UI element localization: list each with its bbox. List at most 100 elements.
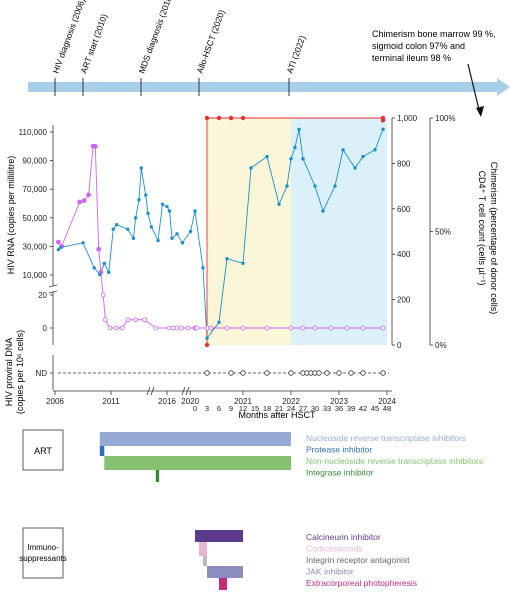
right-axis-tick-label: 600	[397, 205, 411, 214]
proviral-axis-tick-label: ND	[35, 369, 47, 378]
cd4-point	[353, 166, 357, 170]
cd4-point	[81, 241, 85, 245]
hiv-rna-point	[328, 325, 334, 331]
cd4-point	[126, 227, 130, 231]
x-month-tick-label: 39	[347, 404, 355, 413]
hiv-rna-point	[103, 317, 108, 323]
cd4-point	[373, 148, 377, 152]
hiv-rna-point	[107, 325, 113, 331]
hiv-rna-point	[133, 317, 139, 323]
x-axis-break	[181, 386, 186, 396]
proviral-point	[380, 370, 386, 376]
cd4-point	[265, 154, 269, 159]
timeline-arrow	[28, 78, 510, 96]
main-chart: 110,00090,00070,00050,00030,00010,000200…	[19, 114, 456, 413]
x-axis-break	[185, 386, 190, 396]
proviral-point	[264, 370, 270, 376]
hiv-rna-point	[170, 325, 176, 331]
immuno-group-label-1: Immuno-	[27, 543, 59, 552]
proviral-point	[360, 370, 366, 376]
chimerism-point	[380, 118, 386, 123]
hiv-rna-point	[179, 325, 184, 331]
treatment-legend-label: JAK inhibitor	[306, 567, 354, 577]
hiv-rna-point	[224, 325, 230, 331]
cd4-point	[321, 209, 325, 213]
immuno-group-label-2: suppressants	[19, 554, 67, 563]
cd4-point	[149, 225, 154, 229]
x-month-tick-label: 36	[335, 404, 343, 413]
treatment-bar	[219, 578, 227, 590]
x-month-tick-label: 48	[383, 404, 391, 413]
cd4-point	[102, 261, 106, 265]
cd4-point	[297, 127, 301, 132]
x-year-tick-label: 2020	[181, 397, 199, 406]
treatment-bar	[199, 542, 207, 556]
cd4-point	[188, 229, 193, 234]
cd4-point	[313, 184, 317, 188]
cd4-point	[111, 227, 115, 231]
cd4-point	[167, 209, 172, 213]
right-axis-tick-label: 400	[397, 250, 411, 259]
treatment-bar	[99, 446, 105, 456]
hiv-rna-point	[77, 199, 83, 205]
hiv-rna-point	[204, 325, 210, 331]
proviral-point	[204, 370, 210, 376]
art-group: ART Nucleoside reverse transcriptase inh…	[22, 429, 483, 482]
treatment-legend-label: Protease inhibitor	[306, 445, 372, 455]
left-axis-tick-label: 0	[43, 324, 48, 333]
cd4-point	[58, 245, 63, 250]
x-month-tick-label: 42	[359, 404, 367, 413]
cd4-point	[98, 272, 102, 277]
hiv-rna-point	[288, 325, 294, 331]
shade-blue	[291, 118, 387, 345]
proviral-point	[240, 370, 246, 376]
cd4-point	[131, 236, 136, 241]
hiv-rna-point	[96, 246, 102, 252]
x-month-tick-label: 33	[323, 404, 331, 413]
cd4-point	[193, 209, 197, 213]
hiv-rna-point	[185, 325, 191, 331]
chimerism-point	[228, 115, 234, 121]
x-year-tick-label: 2016	[158, 397, 176, 406]
left-axis-break	[48, 290, 58, 294]
x-month-tick-label: 15	[251, 404, 259, 413]
hiv-rna-point	[264, 325, 270, 331]
right-axis-tick-label: 50%	[435, 228, 451, 237]
treatment-legend-label: Calcineurin inhibitor	[306, 532, 381, 542]
cd4-point	[180, 241, 185, 245]
cd4-point	[289, 157, 293, 161]
x-month-tick-label: 0	[193, 404, 197, 413]
hiv-rna-point	[240, 325, 246, 331]
hiv-rna-point	[92, 143, 98, 149]
cd4-point	[241, 261, 245, 265]
annotation-arrow	[467, 63, 481, 115]
annotation-line-1: Chimerism bone marrow 99 %,	[372, 29, 496, 39]
x-month-tick-label: 45	[371, 404, 379, 413]
timeline-event-label: Allo-HSCT (2020)	[194, 8, 226, 74]
treatment-bar	[195, 530, 243, 542]
hiv-rna-point	[142, 317, 148, 323]
cd4-point	[201, 266, 205, 270]
treatment-legend-label: Integrase inhibitor	[306, 468, 374, 478]
cd4-point	[107, 270, 111, 275]
right-axis-tick-label: 1,000	[397, 114, 418, 123]
hiv-rna-point	[174, 325, 180, 331]
hiv-rna-point	[114, 325, 119, 331]
x-month-tick-label: 12	[239, 404, 247, 413]
timeline-event-label: MDS diagnosis (2018)	[136, 0, 174, 75]
cd4-axis-label: CD4⁺ T cell count (cells µl⁻¹)	[477, 171, 487, 286]
left-axis-tick-label: 70,000	[23, 185, 48, 194]
shade-yellow	[207, 118, 291, 345]
cd4-point	[285, 184, 289, 188]
x-month-tick-label: 18	[263, 404, 271, 413]
chimerism-point	[240, 115, 246, 121]
cd4-point	[165, 204, 169, 209]
proviral-point	[228, 370, 234, 376]
immuno-group-box	[22, 527, 64, 579]
timeline-annotation: Chimerism bone marrow 99 %, sigmoid colo…	[372, 29, 496, 63]
x-axis-break	[150, 386, 155, 396]
annotation-line-2: sigmoid colon 97% and	[372, 41, 465, 51]
art-group-box	[22, 429, 64, 471]
x-axis-break	[146, 386, 151, 396]
cd4-point	[160, 202, 165, 206]
